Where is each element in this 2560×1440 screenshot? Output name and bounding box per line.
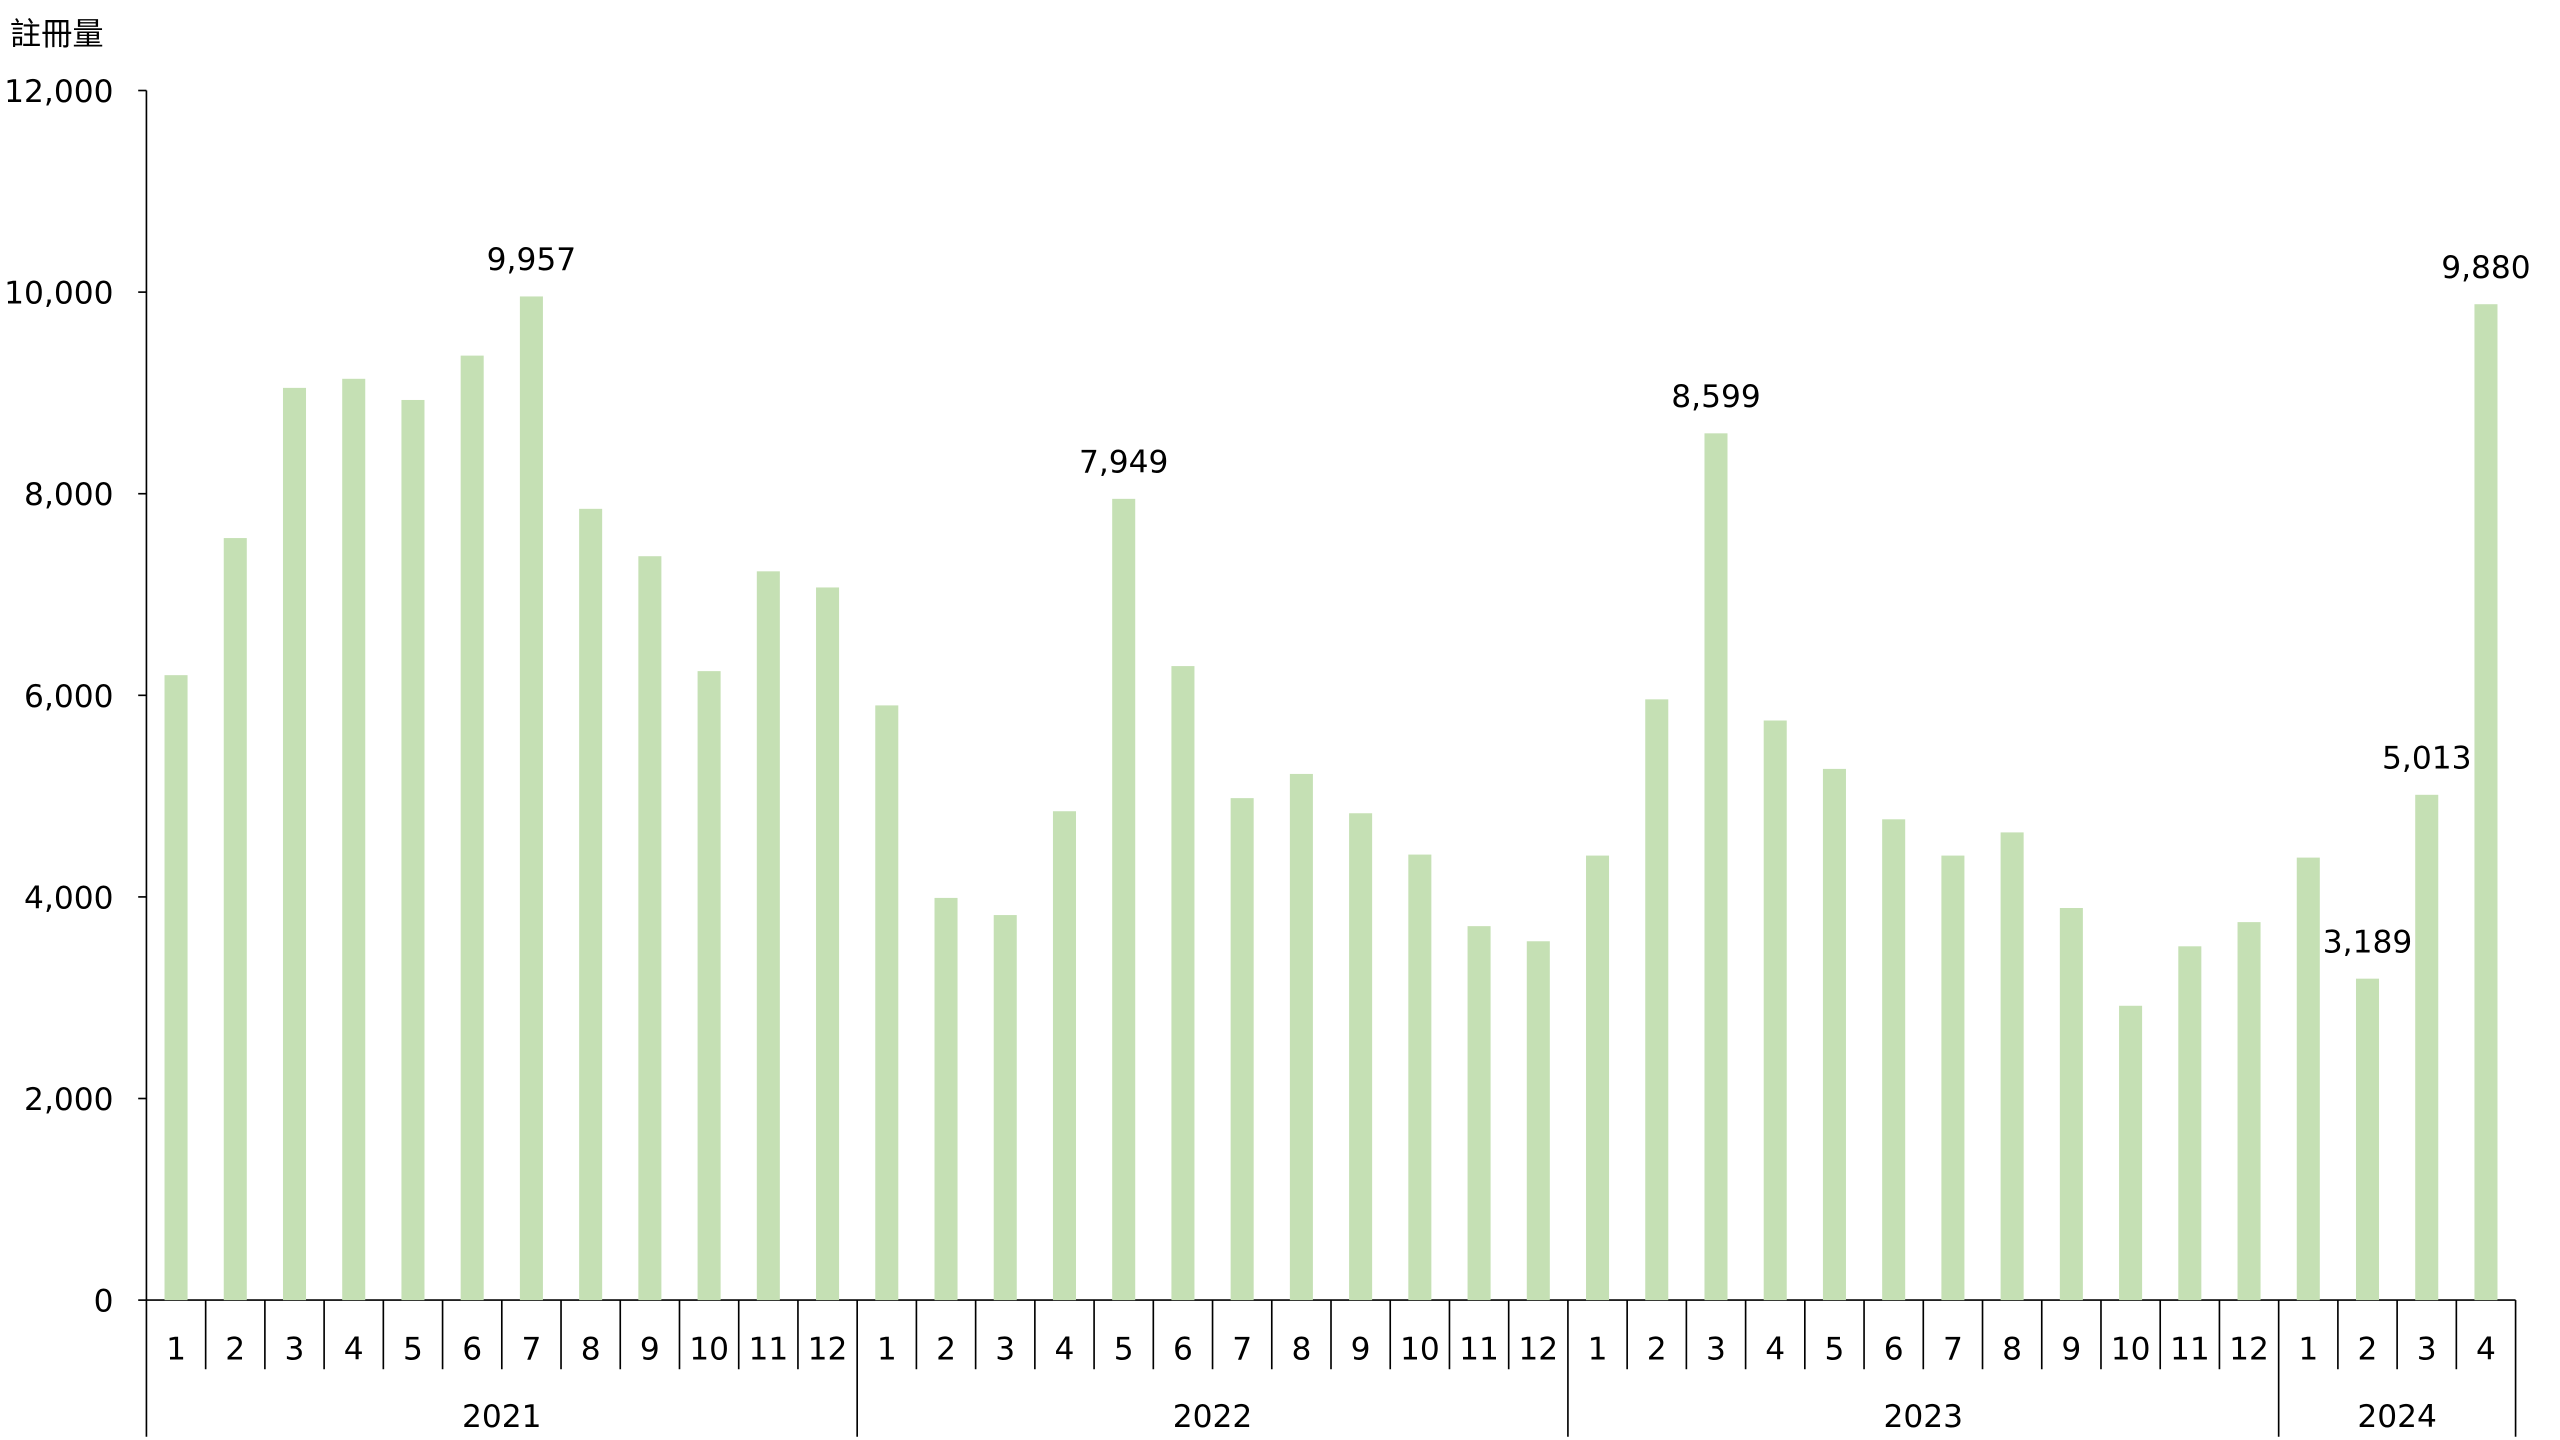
bar-2021-1 — [164, 675, 188, 1301]
x-month-label: 3 — [995, 1331, 1015, 1367]
bar-2023-3 — [1704, 433, 1728, 1301]
bar-2024-1 — [2296, 857, 2320, 1301]
x-month-label: 1 — [1588, 1331, 1608, 1367]
bar-2023-2 — [1645, 699, 1669, 1301]
x-month-label: 1 — [877, 1331, 897, 1367]
x-month-label: 8 — [581, 1331, 601, 1367]
bar-2021-8 — [579, 508, 603, 1301]
x-month-label: 9 — [640, 1331, 660, 1367]
x-month-label: 10 — [1400, 1331, 1440, 1367]
bar-2024-3 — [2415, 794, 2439, 1301]
bar-2022-8 — [1289, 773, 1313, 1301]
bar-2023-1 — [1586, 855, 1610, 1301]
x-month-label: 6 — [1884, 1331, 1904, 1367]
y-tick-label: 4,000 — [24, 880, 113, 916]
bar-2022-1 — [875, 705, 899, 1301]
bar-2021-4 — [342, 378, 366, 1301]
x-month-label: 11 — [2170, 1331, 2210, 1367]
x-month-label: 4 — [1055, 1331, 1075, 1367]
bar-2022-6 — [1171, 666, 1195, 1301]
bar-2022-5 — [1112, 498, 1136, 1301]
x-year-label: 2024 — [2357, 1399, 2437, 1435]
bar-2023-11 — [2178, 946, 2202, 1301]
x-month-label: 11 — [1459, 1331, 1499, 1367]
bar-2022-10 — [1408, 854, 1432, 1301]
bar-2023-4 — [1763, 720, 1787, 1301]
x-month-label: 5 — [403, 1331, 423, 1367]
bar-2022-9 — [1349, 813, 1373, 1301]
y-tick-label: 12,000 — [4, 74, 113, 110]
x-month-label: 4 — [344, 1331, 364, 1367]
bar-2024-2 — [2355, 978, 2380, 1301]
x-month-label: 4 — [2476, 1331, 2496, 1367]
y-tick-label: 0 — [94, 1284, 114, 1320]
x-month-label: 2 — [1647, 1331, 1667, 1367]
x-month-label: 9 — [2061, 1331, 2081, 1367]
y-tick-label: 10,000 — [4, 276, 113, 312]
bar-2021-6 — [460, 355, 484, 1301]
data-label: 9,880 — [2441, 250, 2530, 286]
bar-2023-6 — [1882, 819, 1906, 1301]
x-month-label: 9 — [1351, 1331, 1371, 1367]
x-year-label: 2021 — [462, 1399, 542, 1435]
bar-2021-3 — [282, 387, 307, 1301]
x-month-label: 8 — [1291, 1331, 1311, 1367]
x-month-label: 3 — [2417, 1331, 2437, 1367]
data-label: 3,189 — [2323, 924, 2412, 960]
x-month-label: 7 — [521, 1331, 541, 1367]
bar-2023-12 — [2237, 922, 2261, 1301]
bar-2024-4 — [2474, 304, 2498, 1301]
x-month-label: 6 — [462, 1331, 482, 1367]
bar-2021-2 — [223, 538, 247, 1301]
x-month-label: 8 — [2002, 1331, 2022, 1367]
bar-2023-5 — [1822, 768, 1846, 1301]
x-month-label: 1 — [166, 1331, 186, 1367]
x-year-label: 2022 — [1173, 1399, 1253, 1435]
bar-2022-4 — [1052, 811, 1076, 1301]
x-month-label: 7 — [1232, 1331, 1252, 1367]
x-month-label: 1 — [2298, 1331, 2318, 1367]
x-month-label: 11 — [748, 1331, 788, 1367]
x-month-label: 2 — [225, 1331, 245, 1367]
bar-2021-9 — [638, 556, 662, 1301]
bar-2022-2 — [934, 897, 958, 1301]
x-month-label: 7 — [1943, 1331, 1963, 1367]
x-month-label: 5 — [1114, 1331, 1134, 1367]
y-tick-label: 6,000 — [24, 679, 113, 715]
bar-2023-8 — [2000, 832, 2024, 1301]
bar-2022-11 — [1467, 926, 1491, 1301]
bar-2023-7 — [1941, 855, 1965, 1301]
bar-2021-7 — [519, 296, 543, 1301]
x-month-label: 5 — [1825, 1331, 1845, 1367]
data-label: 5,013 — [2382, 740, 2471, 776]
x-month-label: 12 — [1518, 1331, 1558, 1367]
bar-2023-9 — [2059, 908, 2083, 1301]
x-year-label: 2023 — [1884, 1399, 1964, 1435]
x-month-label: 2 — [936, 1331, 956, 1367]
x-month-label: 10 — [689, 1331, 729, 1367]
bar-2022-12 — [1526, 941, 1550, 1301]
x-month-label: 4 — [1765, 1331, 1785, 1367]
x-month-label: 3 — [1706, 1331, 1726, 1367]
bar-2022-7 — [1230, 798, 1254, 1301]
bar-2021-5 — [401, 399, 425, 1301]
bar-2021-12 — [816, 587, 840, 1301]
y-tick-label: 2,000 — [24, 1082, 113, 1118]
bar-2021-10 — [697, 671, 721, 1301]
x-month-label: 2 — [2358, 1331, 2378, 1367]
data-label: 8,599 — [1671, 379, 1760, 415]
bar-2023-10 — [2119, 1005, 2143, 1301]
y-tick-label: 8,000 — [24, 477, 113, 513]
y-axis-title: 註冊量 — [10, 16, 104, 52]
x-month-label: 3 — [285, 1331, 305, 1367]
data-label: 7,949 — [1079, 445, 1168, 481]
bar-2021-11 — [756, 571, 780, 1301]
x-month-label: 6 — [1173, 1331, 1193, 1367]
x-month-label: 10 — [2111, 1331, 2151, 1367]
data-label: 9,957 — [487, 242, 576, 278]
x-month-label: 12 — [2229, 1331, 2269, 1367]
bar-2022-3 — [993, 915, 1017, 1301]
x-month-label: 12 — [808, 1331, 848, 1367]
